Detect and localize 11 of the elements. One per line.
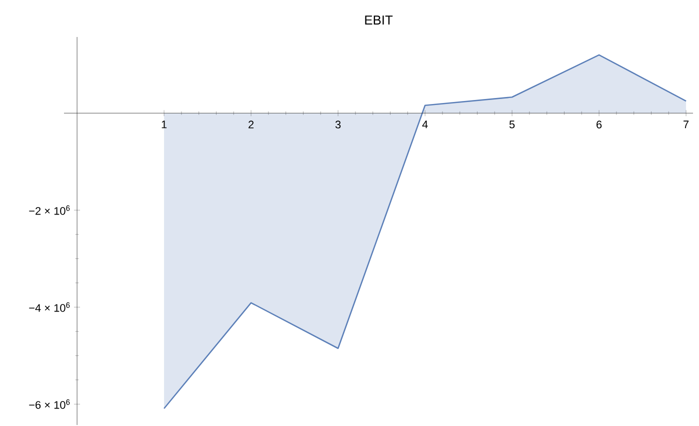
chart-title: EBIT	[365, 16, 393, 25]
y-tick-label: −4 × 10$^{6}$	[29, 302, 70, 312]
y-tick-label: −6 × 10$^{6}$	[29, 399, 70, 409]
x-tick-label: 7	[684, 120, 689, 128]
x-tick-label: 5	[509, 120, 515, 128]
x-tick-label: 6	[596, 120, 602, 128]
x-tick-label: 3	[335, 120, 341, 128]
x-tick-label: 2	[248, 120, 254, 128]
x-tick-label: 1	[162, 120, 167, 128]
x-tick-label: 4	[422, 120, 428, 128]
y-tick-label: −2 × 10$^{6}$	[29, 205, 70, 215]
